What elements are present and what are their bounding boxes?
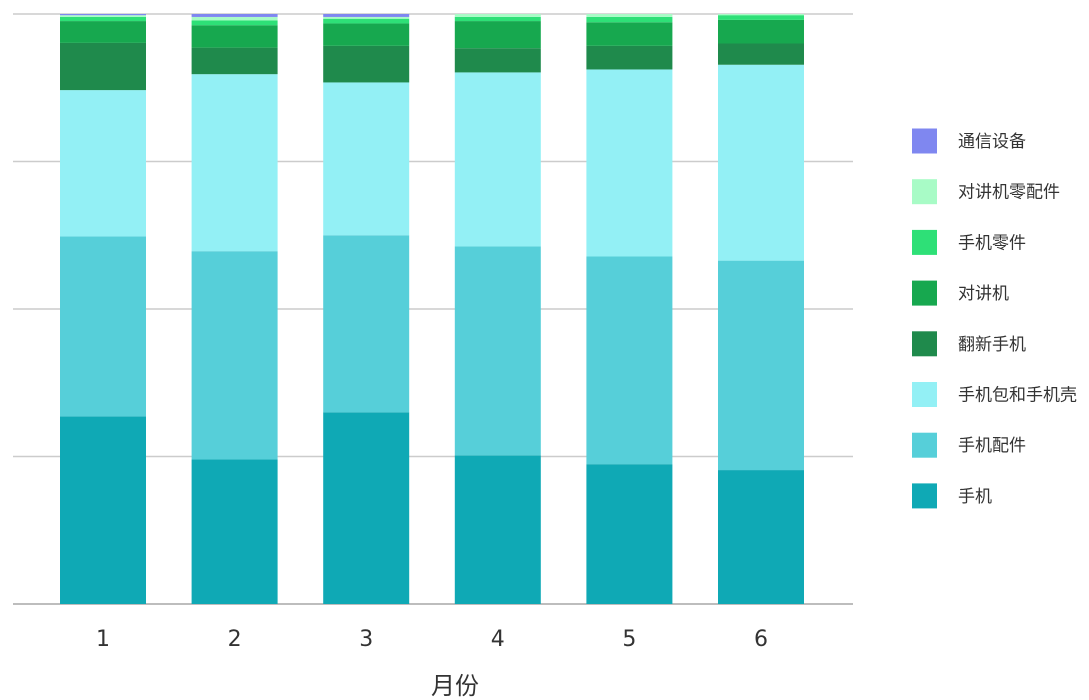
- bar-segment: [454, 72, 541, 247]
- bar-segment: [191, 251, 278, 460]
- legend-swatch: [912, 179, 937, 205]
- bar-segment: [191, 74, 278, 252]
- legend-item: 对讲机: [912, 280, 1009, 306]
- bar-segment: [586, 69, 673, 257]
- legend-item: 翻新手机: [912, 331, 1026, 357]
- x-tick-label: 4: [491, 627, 505, 652]
- legend-swatch: [912, 280, 937, 306]
- bar-segment: [454, 455, 541, 604]
- legend-label: 对讲机零配件: [958, 183, 1060, 203]
- bar-segment: [454, 21, 541, 49]
- bar-segment: [454, 16, 541, 22]
- x-axis: 1 2 3 4 5 6: [96, 627, 768, 652]
- bar-segment: [191, 47, 278, 75]
- bar-segment: [191, 25, 278, 48]
- bar-segment: [718, 43, 804, 65]
- bar-segment: [191, 16, 278, 21]
- bar-segment: [586, 464, 673, 604]
- bar-segment: [454, 246, 541, 456]
- legend-label: 翻新手机: [958, 335, 1026, 355]
- bar-segment: [718, 14, 804, 16]
- bar-segment: [60, 16, 146, 22]
- bar-segment: [586, 14, 673, 17]
- bar-segment: [191, 14, 278, 17]
- bar-segment: [718, 260, 804, 471]
- bars: [60, 14, 804, 604]
- legend-item: 对讲机零配件: [912, 179, 1060, 205]
- legend-item: 手机配件: [912, 432, 1026, 458]
- bar-segment: [60, 42, 146, 91]
- bar-segment: [586, 22, 673, 46]
- legend-item: 手机包和手机壳: [912, 382, 1077, 407]
- legend-label: 手机包和手机壳: [958, 386, 1077, 406]
- gridlines: [13, 13, 853, 605]
- bar-segment: [323, 14, 410, 17]
- bar-segment: [323, 23, 410, 46]
- x-tick-label: 5: [622, 627, 636, 652]
- bar-segment: [718, 64, 804, 261]
- bar-segment: [191, 20, 278, 26]
- bar-segment: [586, 16, 673, 23]
- bar-segment: [60, 15, 146, 17]
- legend-label: 通信设备: [958, 132, 1026, 152]
- bar-segment: [586, 45, 673, 70]
- bar-segment: [323, 412, 410, 604]
- bar-segment: [454, 48, 541, 73]
- legend-swatch: [912, 432, 937, 458]
- bar-segment: [60, 416, 146, 604]
- bar-segment: [323, 82, 410, 236]
- bar-segment: [323, 18, 410, 24]
- legend-swatch: [912, 483, 937, 509]
- bar-segment: [323, 45, 410, 83]
- bar-segment: [718, 19, 804, 44]
- x-tick-label: 1: [96, 627, 110, 652]
- legend-swatch: [912, 128, 937, 154]
- bar-segment: [454, 14, 541, 17]
- legend-swatch: [912, 382, 937, 407]
- legend-label: 手机: [958, 487, 992, 507]
- x-tick-label: 6: [754, 627, 768, 652]
- legend-item: 手机零件: [912, 229, 1026, 255]
- legend-swatch: [912, 331, 937, 357]
- legend-label: 对讲机: [958, 284, 1009, 304]
- bar-segment: [718, 15, 804, 20]
- bar-segment: [60, 90, 146, 237]
- legend-label: 手机配件: [958, 436, 1026, 456]
- x-tick-label: 3: [359, 627, 373, 652]
- legend-label: 手机零件: [958, 233, 1026, 253]
- x-axis-title: 月份: [431, 672, 479, 700]
- legend-swatch: [912, 229, 937, 255]
- bar-segment: [60, 236, 146, 417]
- bar-segment: [586, 256, 673, 465]
- bar-segment: [718, 470, 804, 604]
- bar-segment: [323, 235, 410, 413]
- legend-item: 通信设备: [912, 128, 1026, 154]
- bar-segment: [323, 16, 410, 19]
- bar-segment: [60, 21, 146, 43]
- bar-segment: [191, 459, 278, 604]
- x-tick-label: 2: [228, 627, 242, 652]
- bar-segment: [60, 14, 146, 16]
- legend-item: 手机: [912, 483, 992, 509]
